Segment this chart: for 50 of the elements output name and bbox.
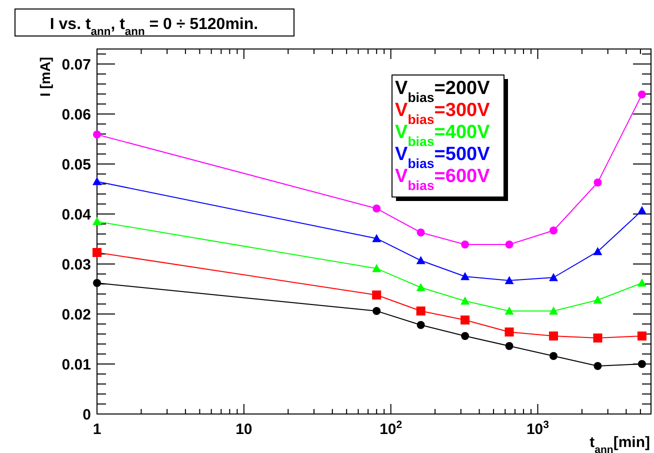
y-tick-label: 0.07	[62, 56, 91, 74]
point	[416, 306, 426, 316]
point	[372, 307, 381, 315]
point	[504, 306, 514, 315]
x-tick-label: 10	[236, 421, 252, 438]
point	[372, 264, 382, 272]
point	[504, 328, 514, 336]
point	[593, 247, 602, 256]
point	[550, 352, 558, 360]
x-tick-label: 10$^{2}$	[380, 419, 402, 438]
point	[637, 206, 646, 214]
point	[372, 290, 382, 300]
x-axis-title: t$_{ann}$[min]	[590, 434, 650, 453]
y-axis-title: I [mA]	[37, 57, 53, 97]
point	[594, 178, 602, 186]
y-tick-label: 0	[82, 406, 91, 424]
y-tick-label: 0.04	[62, 206, 92, 224]
x-tick-label: 1	[92, 421, 102, 438]
y-tick-label: 0.01	[62, 356, 91, 374]
point	[505, 240, 514, 248]
point	[504, 276, 514, 284]
point	[461, 332, 470, 340]
point	[549, 273, 558, 282]
y-tick-label: 0.02	[62, 306, 91, 324]
point	[460, 272, 470, 280]
point	[593, 334, 602, 342]
point	[550, 226, 558, 234]
y-tick-label: 0.05	[62, 156, 91, 174]
point	[372, 234, 382, 242]
point	[638, 360, 646, 368]
x-tick-label: 10$^{3}$	[526, 419, 550, 438]
point	[593, 296, 602, 304]
point	[416, 228, 425, 236]
point	[638, 90, 646, 98]
y-tick-label: 0.03	[62, 256, 91, 274]
point	[637, 278, 646, 287]
point	[549, 306, 558, 315]
point	[461, 240, 470, 248]
y-tick-label: 0.06	[62, 106, 91, 124]
point	[637, 332, 646, 340]
point	[460, 296, 470, 305]
point	[549, 332, 558, 340]
point	[416, 283, 426, 292]
point	[460, 316, 470, 324]
point	[372, 204, 381, 212]
point	[505, 342, 514, 350]
point	[416, 321, 425, 329]
chart-title: I vs. t$_{ann}$, t$_{ann}$ = 0 ÷ 5120min.	[50, 16, 258, 38]
point	[594, 362, 602, 370]
point	[416, 256, 426, 264]
